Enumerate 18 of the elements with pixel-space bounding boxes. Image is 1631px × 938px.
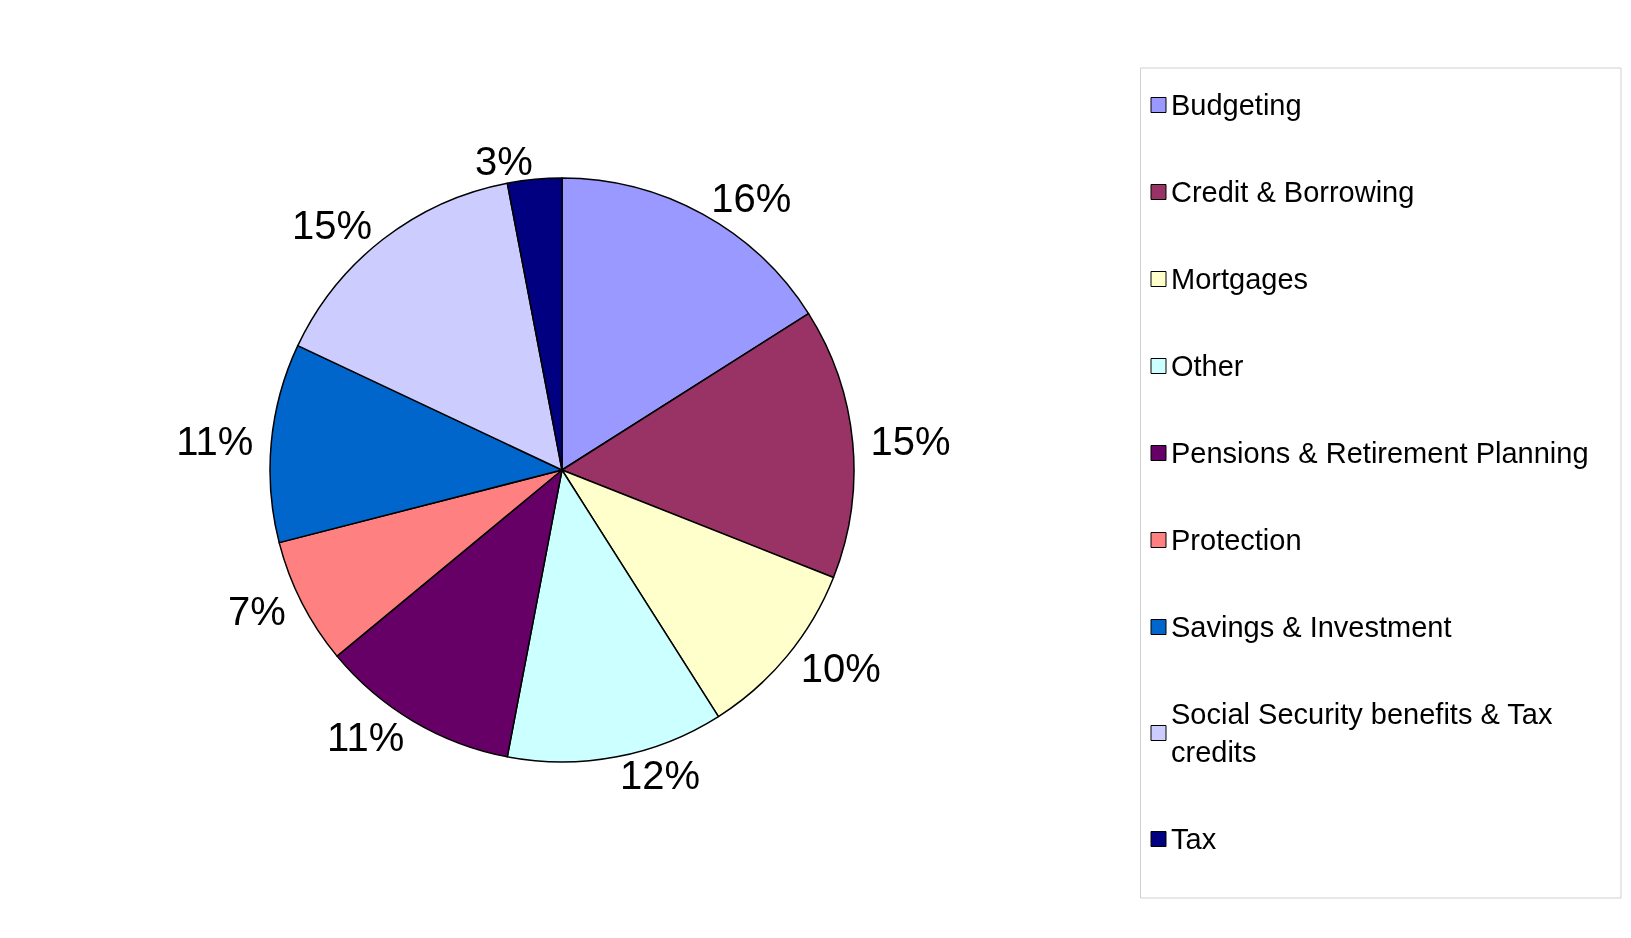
legend-label: Social Security benefits & Tax credits xyxy=(1171,698,1561,768)
legend-label: Mortgages xyxy=(1171,263,1309,295)
legend-label: Pensions & Retirement Planning xyxy=(1171,437,1589,469)
legend-label: Credit & Borrowing xyxy=(1171,176,1415,208)
data-label: 7% xyxy=(227,588,286,633)
data-label: 12% xyxy=(620,752,701,797)
legend-label: Savings & Investment xyxy=(1171,611,1452,643)
data-label: 15% xyxy=(291,203,372,248)
data-label: 16% xyxy=(711,176,792,221)
data-label: 15% xyxy=(870,418,951,463)
data-label: 11% xyxy=(176,418,254,463)
data-label: 3% xyxy=(475,139,533,184)
legend-label: Other xyxy=(1171,350,1244,382)
legend-label: Tax xyxy=(1171,823,1217,855)
legend-label: Protection xyxy=(1171,524,1302,556)
data-label: 10% xyxy=(800,645,881,690)
data-label: 11% xyxy=(327,714,405,759)
legend-label: Budgeting xyxy=(1171,89,1302,121)
